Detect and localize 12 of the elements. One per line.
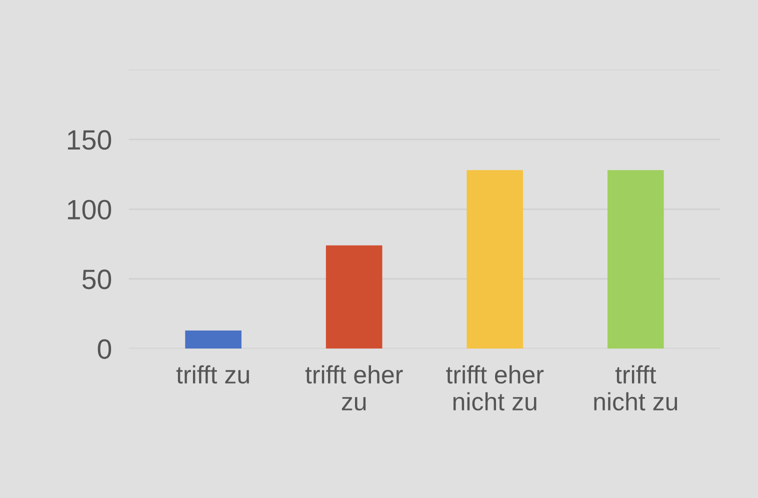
x-tick-label: trifft eher nicht zu <box>446 365 544 411</box>
x-tick-label: trifft eher zu <box>305 365 403 411</box>
y-tick-label: 150 <box>68 130 112 150</box>
y-tick-label: 50 <box>82 270 112 290</box>
x-tick-label: trifft nicht zu <box>594 365 678 411</box>
bar <box>185 330 242 349</box>
y-tick-label: 100 <box>68 200 112 220</box>
bar <box>466 170 524 349</box>
y-tick-label: 0 <box>98 339 112 359</box>
x-tick-label: trifft zu <box>176 365 249 384</box>
bar <box>326 245 382 349</box>
bar <box>607 170 664 349</box>
